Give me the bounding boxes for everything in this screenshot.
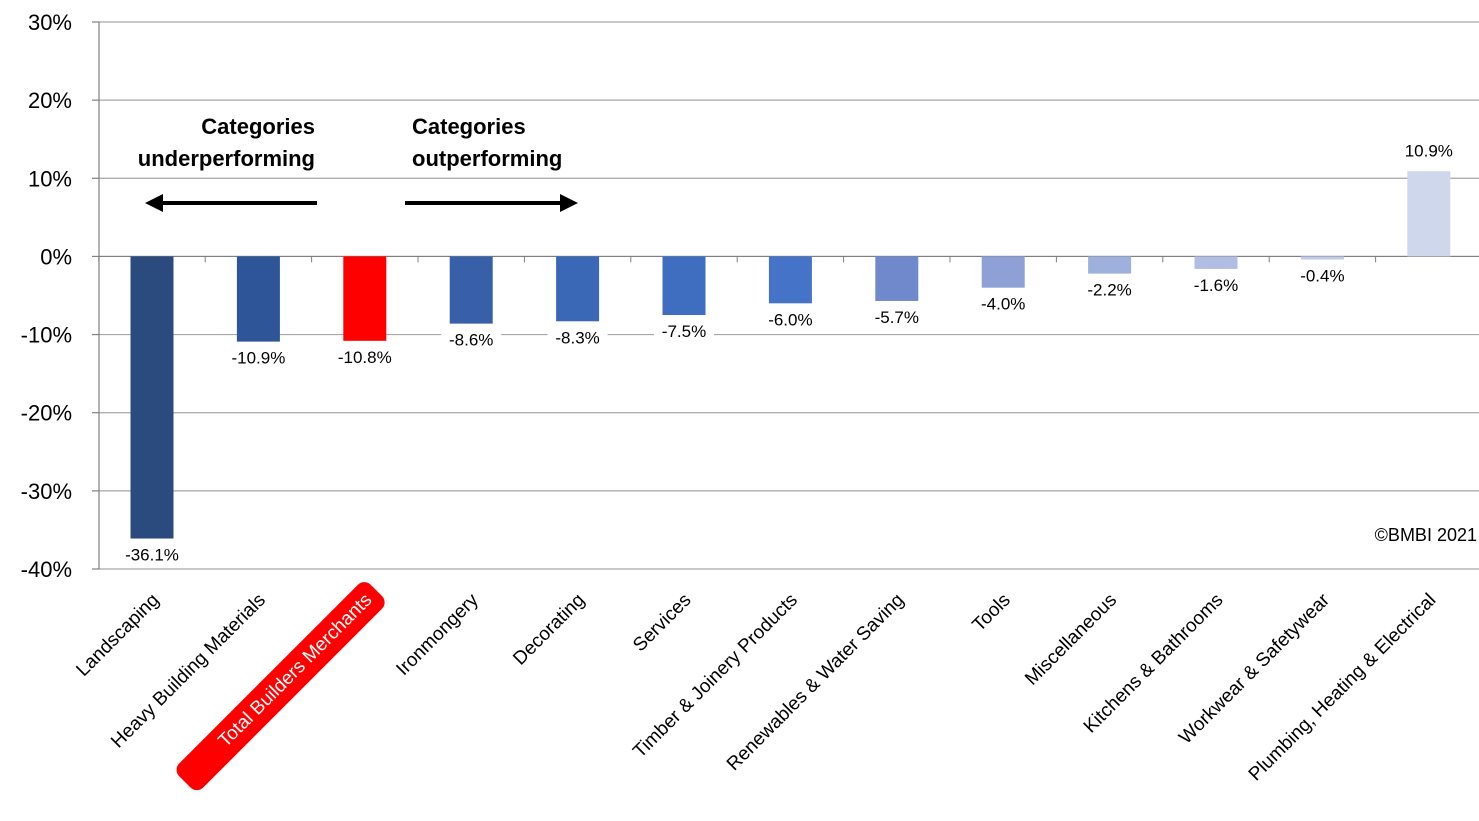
data-label: -7.5% <box>662 322 706 341</box>
y-axis: 30% 20% 10% 0% -10% -20% -30% -40% <box>21 10 1479 582</box>
bar <box>1300 256 1344 260</box>
data-label-bg <box>330 345 400 369</box>
category-label-group: Tools <box>969 590 1015 636</box>
y-tick-label: 0% <box>40 244 72 269</box>
highlight-badge <box>176 582 385 791</box>
category-label-group: Ironmongery <box>392 589 483 680</box>
bar <box>449 256 493 324</box>
data-label-bg <box>866 305 927 329</box>
bar <box>236 256 280 342</box>
data-label: -1.6% <box>1194 276 1238 295</box>
bar <box>343 256 387 341</box>
category-label: Plumbing, Heating & Electrical <box>1245 590 1441 786</box>
category-label-group: Plumbing, Heating & Electrical <box>1245 590 1441 786</box>
data-label-bg <box>441 328 502 352</box>
annotation-right-line2: outperforming <box>412 146 562 171</box>
category-label: Miscellaneous <box>1021 590 1121 690</box>
y-tick-label: 30% <box>28 10 72 35</box>
data-label: -10.9% <box>231 349 285 368</box>
data-label-bg <box>760 308 821 332</box>
data-label: -8.6% <box>449 331 493 350</box>
category-label-group: Miscellaneous <box>1021 590 1121 690</box>
data-label-bg <box>1398 139 1459 163</box>
y-tick-label: 10% <box>28 166 72 191</box>
data-label: -0.4% <box>1300 267 1344 286</box>
data-labels: -36.1% -10.9% -10.8% -8.6% -8.3% -7.5% -6.0% -5… <box>117 139 1459 567</box>
bar <box>1407 171 1451 257</box>
bar <box>1194 256 1238 269</box>
data-label: 10.9% <box>1405 141 1453 160</box>
bar <box>1088 256 1132 274</box>
data-label-bg <box>973 292 1034 316</box>
category-label-group: Decorating <box>509 590 589 670</box>
category-label: Ironmongery <box>392 589 483 680</box>
category-label: Renewables & Water Saving <box>723 590 908 775</box>
copyright-label: ©BMBI 2021 <box>1375 525 1477 545</box>
bar <box>662 256 706 316</box>
data-label: -8.3% <box>555 328 599 347</box>
bars <box>130 171 1451 539</box>
left-arrow-icon <box>145 194 317 212</box>
annotation-left-line2: underperforming <box>138 146 315 171</box>
right-arrow-icon <box>405 194 578 212</box>
bar <box>130 256 174 539</box>
data-label-bg <box>1292 264 1353 288</box>
bar <box>556 256 600 322</box>
data-label: -4.0% <box>981 295 1025 314</box>
y-tick-label: -40% <box>21 557 72 582</box>
data-label: -2.2% <box>1087 281 1131 300</box>
data-label-bg <box>654 320 714 344</box>
y-tick-label: -10% <box>21 323 72 348</box>
category-label: Decorating <box>509 590 589 670</box>
data-label: -5.7% <box>875 308 919 327</box>
data-label: -36.1% <box>125 546 179 565</box>
data-label-bg <box>223 346 294 370</box>
category-label: Tools <box>969 590 1015 636</box>
annotation-right-line1: Categories <box>412 114 526 139</box>
data-label-bg <box>117 543 187 567</box>
y-tick-label: -20% <box>21 401 72 426</box>
category-label: Services <box>629 590 695 656</box>
y-tick-label: 20% <box>28 88 72 113</box>
bar <box>875 256 919 301</box>
data-label: -10.8% <box>338 348 392 367</box>
data-label: -6.0% <box>768 310 812 329</box>
category-label-group: Renewables & Water Saving <box>723 590 908 775</box>
bar <box>981 256 1025 288</box>
bar <box>768 256 812 304</box>
data-label-bg <box>1186 273 1246 297</box>
y-tick-label: -30% <box>21 479 72 504</box>
category-label-group: Services <box>629 590 695 656</box>
data-label-bg <box>547 326 608 350</box>
annotations: Categories underperforming Categories ou… <box>138 114 578 212</box>
annotation-left-line1: Categories <box>201 114 315 139</box>
data-label-bg <box>1079 278 1140 302</box>
category-label-group: Total Builders Merchants <box>176 582 385 791</box>
category-label: Landscaping <box>72 590 163 681</box>
category-label-group: Landscaping <box>72 590 163 681</box>
